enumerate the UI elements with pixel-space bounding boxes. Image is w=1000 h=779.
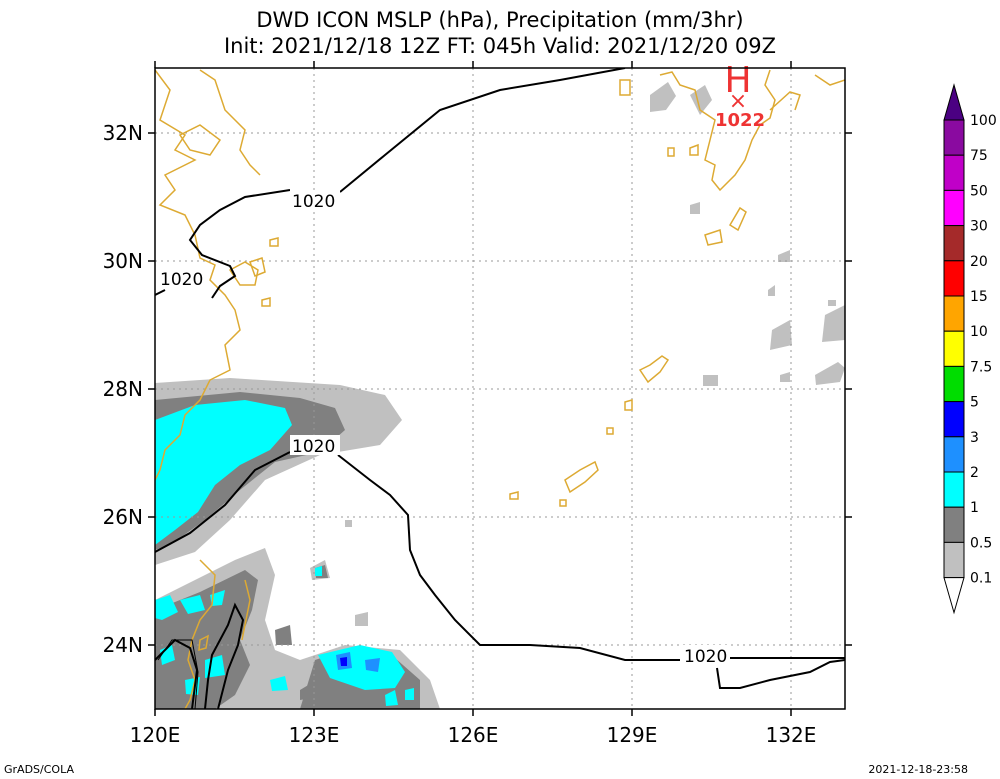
- lon-label: 123E: [289, 723, 340, 747]
- lon-label: 126E: [448, 723, 499, 747]
- coastlines: [155, 69, 845, 709]
- colorbar-label: 75: [970, 148, 988, 164]
- lat-label: 26N: [103, 505, 143, 529]
- colorbar-swatch: [943, 260, 965, 297]
- lat-labels: 32N 30N 28N 26N 24N: [103, 121, 143, 657]
- lon-label: 120E: [130, 723, 181, 747]
- colorbar-swatch: [943, 225, 965, 262]
- contour-label: 1020: [160, 270, 203, 290]
- colorbar-swatch: [943, 471, 965, 508]
- precip-1-layer: [155, 400, 414, 706]
- colorbar: 100 75 50 30 20 15 10 7.5 5 3 2 1 0.5 0.1: [943, 83, 997, 615]
- lat-label: 30N: [103, 249, 143, 273]
- lon-label: 132E: [766, 723, 817, 747]
- lat-label: 32N: [103, 121, 143, 145]
- label-bg: [290, 190, 340, 210]
- colorbar-label: 7.5: [970, 359, 992, 375]
- colorbar-label: 10: [970, 324, 988, 340]
- footer-right: 2021-12-18-23:58: [868, 763, 968, 776]
- lat-lon-grid: [155, 68, 845, 709]
- isobars-1020: [155, 68, 845, 709]
- precip-3-layer: [340, 657, 347, 666]
- footer-left: GrADS/COLA: [4, 763, 74, 776]
- colorbar-label: 50: [970, 183, 988, 199]
- colorbar-label: 0.5: [970, 535, 992, 551]
- contour-label: 1020: [292, 437, 335, 457]
- colorbar-swatch: [943, 295, 965, 332]
- contour-labels: 1020 1020 1020 1020: [158, 190, 730, 667]
- colorbar-label: 3: [970, 430, 979, 446]
- label-bg: [682, 645, 730, 665]
- high-marker-x: ×: [729, 89, 747, 114]
- colorbar-swatch: [943, 401, 965, 438]
- lat-label: 28N: [103, 377, 143, 401]
- colorbar-swatch: [943, 541, 965, 579]
- chart-subtitle: Init: 2021/12/18 12Z FT: 045h Valid: 202…: [223, 34, 777, 58]
- label-bg: [290, 435, 340, 455]
- isobar-thin: [157, 639, 199, 709]
- colorbar-swatch: [943, 506, 965, 543]
- colorbar-label: 100: [970, 113, 997, 129]
- colorbar-swatch: [943, 119, 965, 156]
- colorbar-label: 5: [970, 395, 979, 411]
- colorbar-bottom-arrow: [943, 577, 965, 615]
- colorbar-swatch: [943, 330, 965, 367]
- lon-label: 129E: [607, 723, 658, 747]
- lat-label: 24N: [103, 633, 143, 657]
- high-pressure-center: H × 1022: [715, 60, 765, 131]
- map-layers: [155, 68, 845, 709]
- colorbar-label: 1: [970, 500, 979, 516]
- colorbar-top-arrow: [943, 83, 965, 121]
- colorbar-label: 15: [970, 289, 988, 305]
- lon-labels: 120E 123E 126E 129E 132E: [130, 723, 817, 747]
- contour-label: 1020: [292, 192, 335, 212]
- colorbar-label: 2: [970, 465, 979, 481]
- colorbar-swatch: [943, 436, 965, 473]
- label-bg: [158, 268, 208, 288]
- colorbar-swatch: [943, 154, 965, 191]
- colorbar-label: 0.1: [970, 571, 992, 587]
- colorbar-label: 30: [970, 219, 988, 235]
- contour-label: 1020: [684, 647, 727, 667]
- axis-ticks: [148, 61, 852, 716]
- chart-title: DWD ICON MSLP (hPa), Precipitation (mm/3…: [256, 8, 744, 32]
- colorbar-swatch: [943, 365, 965, 403]
- colorbar-label: 20: [970, 254, 988, 270]
- high-pressure-value: 1022: [715, 110, 765, 131]
- colorbar-swatch: [943, 189, 965, 227]
- high-symbol: H: [724, 60, 751, 101]
